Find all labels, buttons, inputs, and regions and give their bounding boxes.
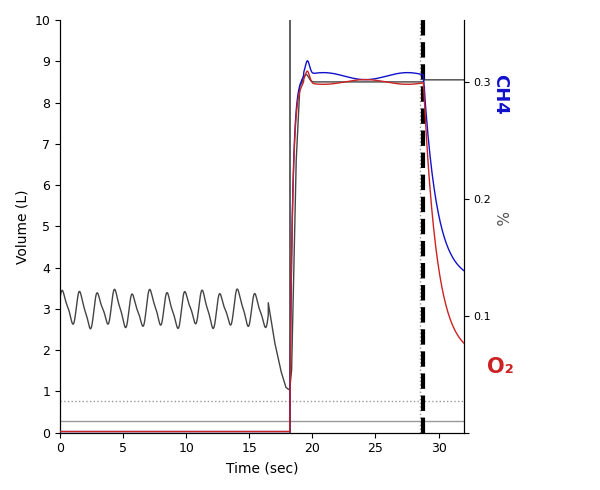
X-axis label: Time (sec): Time (sec) xyxy=(226,461,298,475)
Y-axis label: Volume (L): Volume (L) xyxy=(15,189,29,264)
Text: CH4: CH4 xyxy=(491,74,509,115)
Text: O₂: O₂ xyxy=(487,357,514,377)
Text: %: % xyxy=(493,211,508,225)
